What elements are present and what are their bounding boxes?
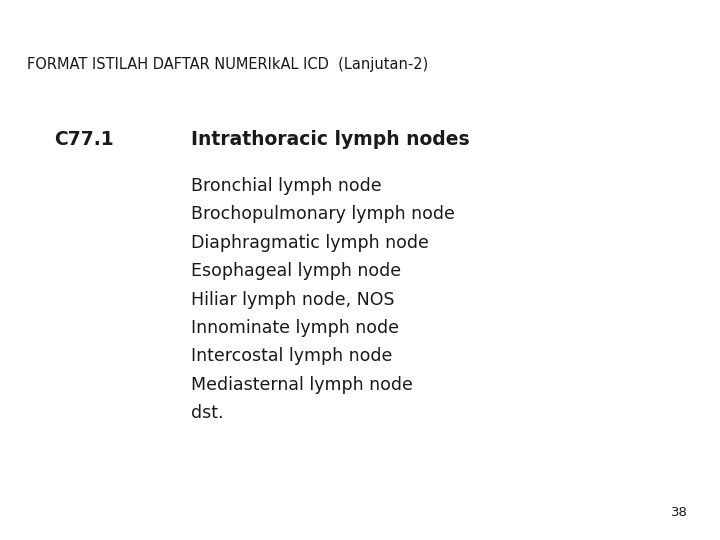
- Text: C77.1: C77.1: [54, 130, 114, 148]
- Text: Diaphragmatic lymph node: Diaphragmatic lymph node: [191, 234, 428, 252]
- Text: Innominate lymph node: Innominate lymph node: [191, 319, 399, 337]
- Text: dst.: dst.: [191, 404, 223, 422]
- Text: Bronchial lymph node: Bronchial lymph node: [191, 177, 382, 195]
- Text: Intrathoracic lymph nodes: Intrathoracic lymph nodes: [191, 130, 469, 148]
- Text: Intercostal lymph node: Intercostal lymph node: [191, 347, 392, 365]
- Text: 38: 38: [671, 507, 688, 519]
- Text: Esophageal lymph node: Esophageal lymph node: [191, 262, 401, 280]
- Text: Hiliar lymph node, NOS: Hiliar lymph node, NOS: [191, 291, 395, 308]
- Text: Brochopulmonary lymph node: Brochopulmonary lymph node: [191, 205, 454, 224]
- Text: Mediasternal lymph node: Mediasternal lymph node: [191, 375, 413, 394]
- Text: FORMAT ISTILAH DAFTAR NUMERIkAL ICD  (Lanjutan-2): FORMAT ISTILAH DAFTAR NUMERIkAL ICD (Lan…: [27, 57, 428, 72]
